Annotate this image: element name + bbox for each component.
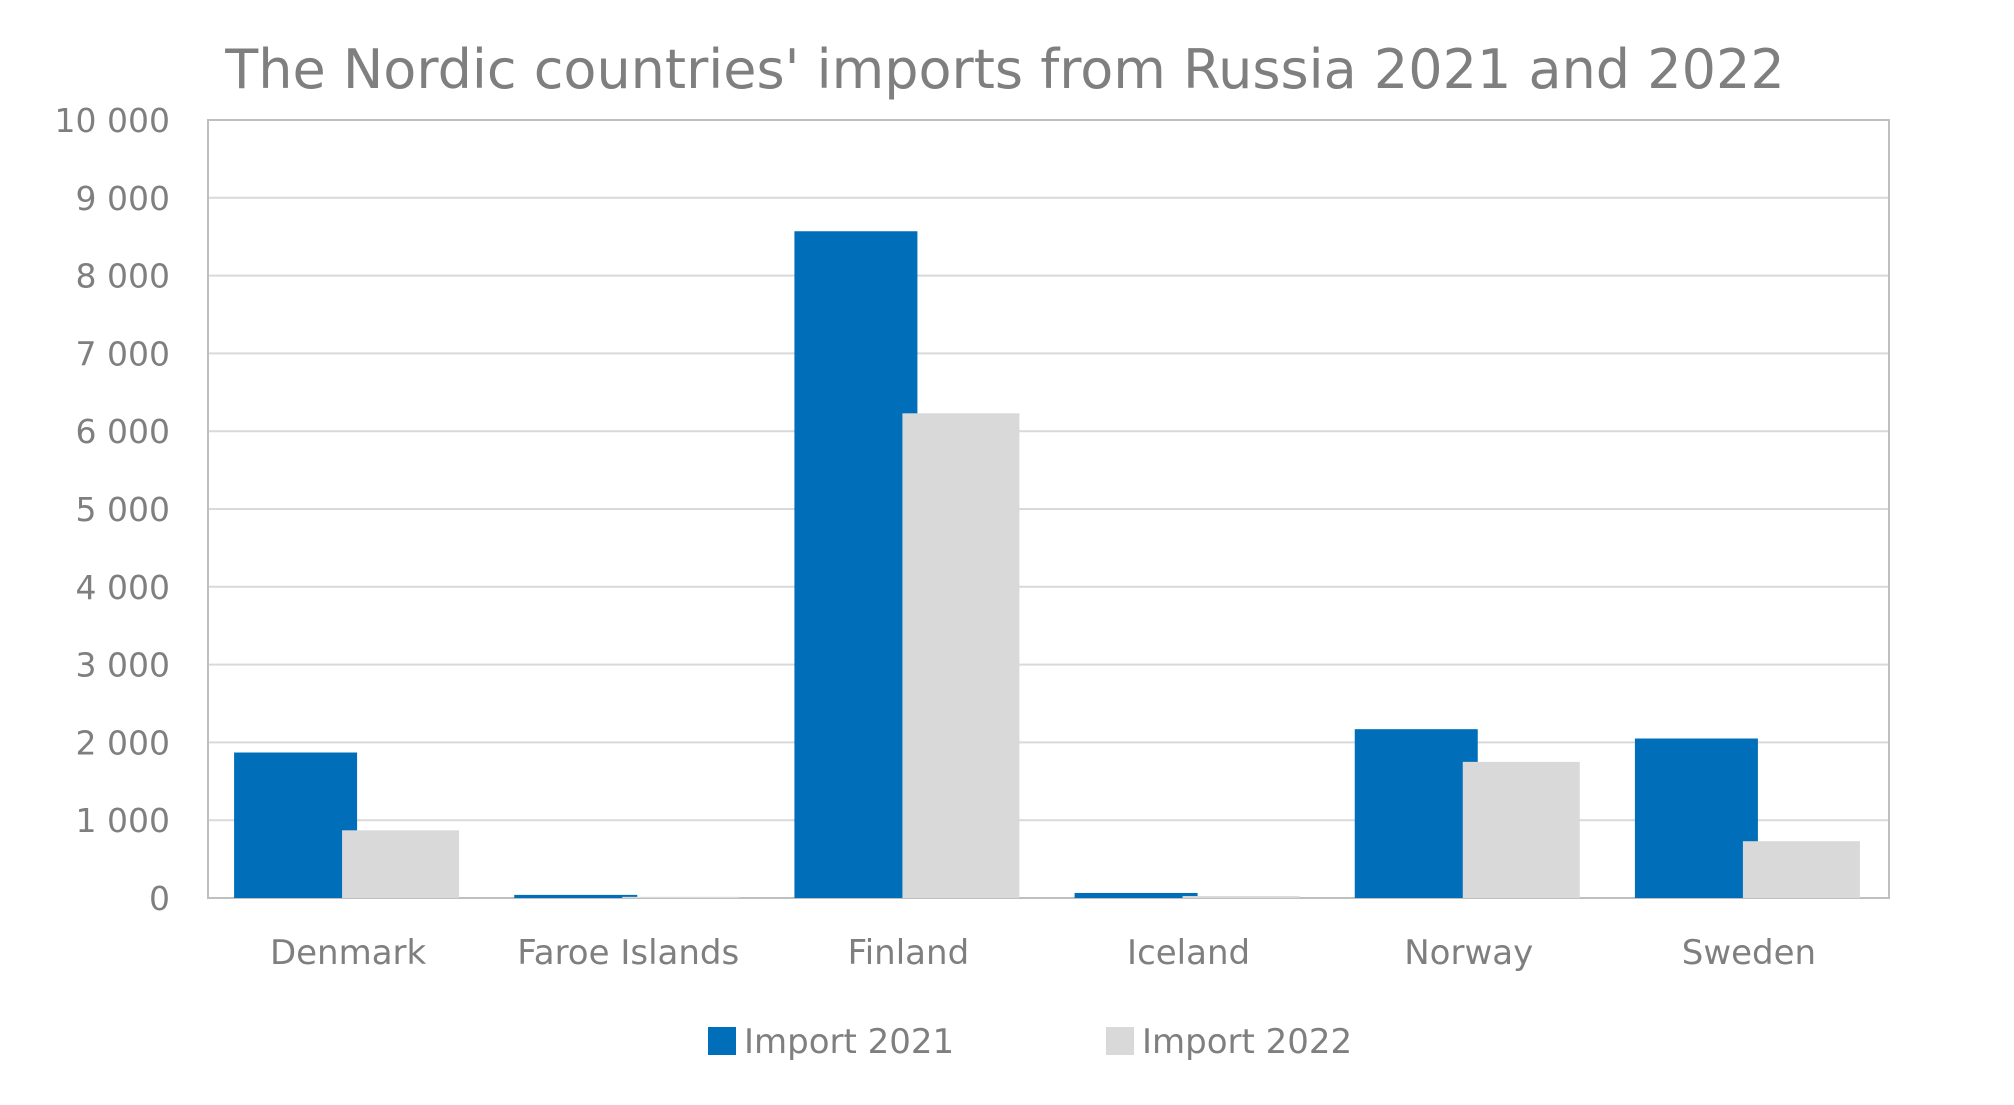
y-tick-label: 2 000 [76, 723, 170, 762]
plot-area-border [207, 119, 1890, 899]
y-tick-label: 7 000 [76, 334, 170, 373]
bar-norway-2021 [1354, 729, 1478, 898]
x-tick-label: Denmark [270, 933, 427, 973]
y-tick-label: 5 000 [76, 490, 170, 529]
x-tick-label: Faroe Islands [517, 933, 739, 973]
bar-faroe-islands-2022 [622, 896, 740, 898]
x-tick-label: Sweden [1682, 933, 1816, 973]
bar-finland-2021 [794, 231, 918, 898]
bar-finland-2022 [902, 413, 1020, 898]
y-tick-label: 10 000 [55, 101, 170, 140]
legend-swatch [708, 1027, 736, 1055]
y-tick-label: 6 000 [76, 412, 170, 451]
y-tick-label: 0 [149, 879, 170, 918]
bar-iceland-2021 [1074, 892, 1198, 898]
bar-norway-2022 [1462, 761, 1580, 898]
bar-sweden-2022 [1742, 841, 1860, 898]
bar-denmark-2022 [342, 830, 460, 898]
legend-label: Import 2021 [744, 1022, 954, 1062]
legend-swatch [1106, 1027, 1134, 1055]
y-tick-label: 1 000 [76, 801, 170, 840]
x-tick-label: Norway [1404, 933, 1533, 973]
bar-denmark-2021 [234, 752, 358, 898]
chart-title: The Nordic countries' imports from Russi… [224, 38, 1784, 101]
y-tick-label: 3 000 [76, 646, 170, 685]
legend-label: Import 2022 [1142, 1022, 1352, 1062]
y-tick-label: 8 000 [76, 257, 170, 296]
x-tick-label: Iceland [1127, 933, 1250, 973]
bar-faroe-islands-2021 [514, 894, 638, 898]
y-tick-label: 9 000 [76, 179, 170, 218]
y-tick-label: 4 000 [76, 568, 170, 607]
x-tick-label: Finland [848, 933, 970, 973]
bar-sweden-2021 [1634, 738, 1758, 898]
bar-iceland-2022 [1182, 896, 1300, 898]
